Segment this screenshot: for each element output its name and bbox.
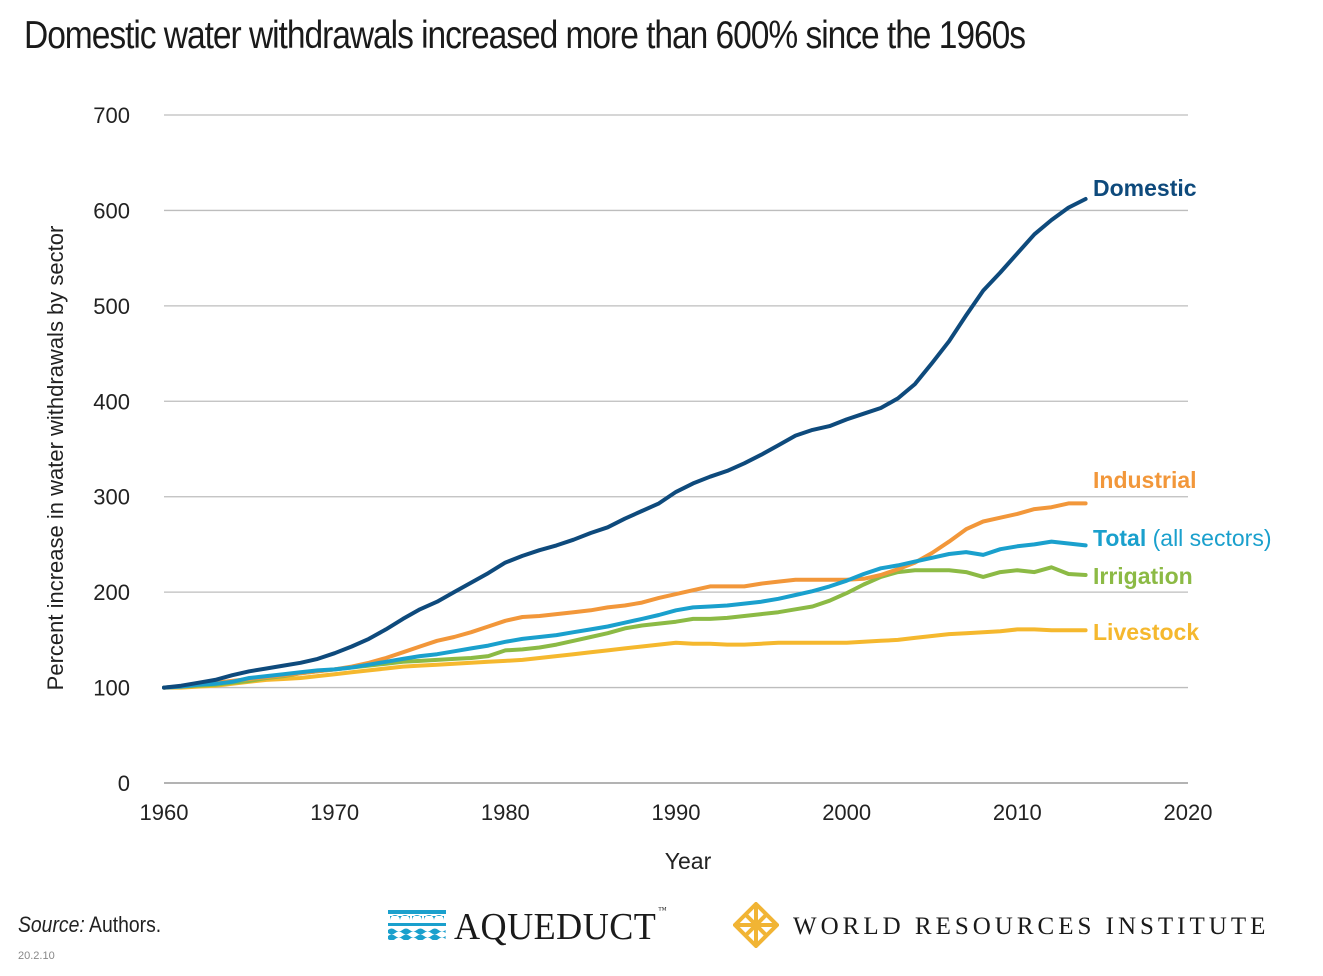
gridlines <box>164 114 1188 689</box>
series-label-total: Total (all sectors) <box>1093 525 1271 551</box>
aqueduct-arches-icon <box>388 909 446 945</box>
x-tick-label: 1970 <box>310 800 359 825</box>
source-note: Source: Authors. <box>18 912 161 938</box>
series-label-irrigation: Irrigation <box>1093 563 1193 589</box>
series-line-livestock <box>162 627 1088 690</box>
y-axis-ticks: 0 100 200 300 400 500 600 700 <box>93 103 130 796</box>
x-tick-label: 1990 <box>652 800 701 825</box>
figure-code: 20.2.10 <box>18 950 55 962</box>
wri-diamond-lattice-icon <box>732 900 780 953</box>
x-tick-label: 2020 <box>1164 800 1213 825</box>
series-line-industrial <box>162 501 1088 690</box>
source-text: Authors. <box>84 912 162 937</box>
x-tick-label: 2000 <box>822 800 871 825</box>
line-chart: 0 100 200 300 400 500 600 700 1960 1970 1980 1990 2… <box>43 103 1271 874</box>
y-tick-label: 100 <box>93 676 130 701</box>
y-tick-label: 500 <box>93 294 130 319</box>
aqueduct-wordmark: AQUEDUCT ™ <box>454 905 668 948</box>
series-line-domestic <box>162 197 1088 690</box>
wri-logo: WORLD RESOURCES INSTITUTE <box>732 900 1270 953</box>
y-tick-label: 0 <box>118 771 130 796</box>
x-tick-label: 2010 <box>993 800 1042 825</box>
series-lines <box>162 197 1088 690</box>
y-tick-label: 600 <box>93 198 130 223</box>
series-line-irrigation <box>162 565 1088 690</box>
x-axis-ticks: 1960 1970 1980 1990 2000 2010 2020 <box>140 800 1213 825</box>
wri-wordmark: WORLD RESOURCES INSTITUTE <box>793 913 1270 940</box>
source-label: Source: <box>18 912 85 937</box>
x-tick-label: 1960 <box>140 800 189 825</box>
y-tick-label: 700 <box>93 103 130 128</box>
y-tick-label: 400 <box>93 389 130 414</box>
series-label-livestock: Livestock <box>1093 619 1199 645</box>
aqueduct-logo: AQUEDUCT ™ <box>388 905 678 949</box>
y-tick-label: 300 <box>93 485 130 510</box>
y-axis-label: Percent increase in water withdrawals by… <box>43 226 68 691</box>
y-tick-label: 200 <box>93 580 130 605</box>
series-label-industrial: Industrial <box>1093 467 1197 493</box>
chart-title: Domestic water withdrawals increased mor… <box>24 14 1026 57</box>
x-axis-label: Year <box>665 848 712 874</box>
x-tick-label: 1980 <box>481 800 530 825</box>
series-line-total <box>162 539 1088 690</box>
series-label-domestic: Domestic <box>1093 175 1197 201</box>
series-labels: Domestic Industrial Total (all sectors) Irr… <box>1093 175 1271 645</box>
